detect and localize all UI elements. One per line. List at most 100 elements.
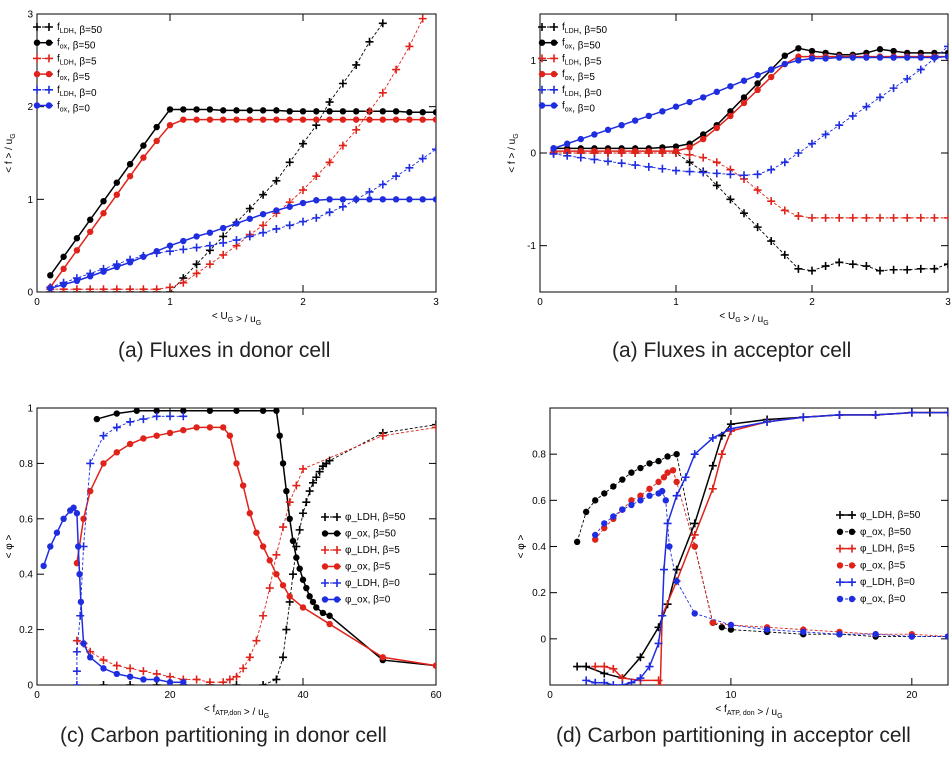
data-point [692,543,698,549]
data-point [686,144,692,150]
data-point [754,80,760,86]
x-axis-label: < UG > / uG [719,311,768,327]
data-point [273,107,279,113]
data-point [207,408,213,414]
data-point [740,171,748,179]
data-point [60,266,66,272]
data-point [326,208,334,216]
data-point [366,196,372,202]
series-line [50,23,383,292]
data-point [233,408,239,414]
data-point [782,61,788,67]
data-point [220,424,226,430]
series-line [554,57,948,149]
data-point [656,681,664,689]
x-tick-label: 0 [34,297,40,308]
data-point [577,154,585,162]
legend-marker [836,578,844,586]
data-point [550,145,556,151]
data-point [433,109,439,115]
data-point [166,412,174,420]
legend-marker [46,40,52,46]
x-tick-label: 2 [809,297,815,308]
data-point [564,141,570,147]
data-point [140,154,146,160]
data-point [876,214,884,222]
y-tick-label: 2 [27,102,33,113]
data-point [306,487,314,495]
data-point [849,214,857,222]
legend-label: fLDH, β=50 [57,22,103,36]
data-point [637,465,643,471]
data-point [944,260,951,268]
data-point [279,523,287,531]
data-point [673,578,679,584]
data-point [326,116,332,122]
data-point [353,196,359,202]
data-point [193,106,199,112]
data-point [590,155,598,163]
data-point [582,663,590,671]
data-point [781,158,789,166]
data-point [76,612,84,620]
legend-marker [321,579,329,587]
data-point [835,121,843,129]
legend-marker [849,529,855,535]
data-point [47,543,53,549]
series-line [50,120,436,288]
series-layer [550,42,951,274]
data-point [822,55,828,61]
data-point [406,116,412,122]
legend-marker [848,545,856,553]
data-point [340,108,346,114]
series-line [50,199,436,288]
data-point [692,610,698,616]
data-point [219,251,227,259]
x-axis-label: < UG > / uG [212,311,261,327]
legend-marker [836,511,844,519]
data-point [432,145,440,153]
data-point [179,279,187,287]
data-point [591,131,597,137]
legend-marker [849,562,855,568]
data-point [794,212,802,220]
data-point [154,676,160,682]
y-tick-label: 0.8 [532,450,546,461]
data-point [126,418,134,426]
data-point [153,412,161,420]
data-point [659,108,665,114]
data-point [293,554,299,560]
y-tick-label: 0 [27,288,33,299]
series-line [554,57,948,152]
data-point [206,260,214,268]
data-point [260,107,266,113]
data-point [944,214,951,222]
data-point [40,563,46,569]
legend-label: fLDH, β=0 [57,85,97,99]
data-point [592,532,598,538]
data-point [719,624,725,630]
data-point [366,107,374,115]
legend-marker [45,54,53,62]
data-point [890,48,896,54]
plot-frame [37,14,436,292]
data-point [220,116,226,122]
data-point [850,54,856,60]
data-point [433,116,439,122]
data-point [930,265,938,273]
x-tick-label: 60 [430,690,442,701]
data-point [252,637,260,645]
data-point [100,656,108,664]
data-point [366,116,372,122]
data-point [273,571,279,577]
data-point [918,54,924,60]
data-point [686,151,694,159]
data-point [74,235,80,241]
data-point [282,626,290,634]
data-point [272,675,280,683]
data-point [917,214,925,222]
data-point [682,473,690,481]
data-point [76,571,82,577]
data-point [632,117,638,123]
data-point [352,61,360,69]
